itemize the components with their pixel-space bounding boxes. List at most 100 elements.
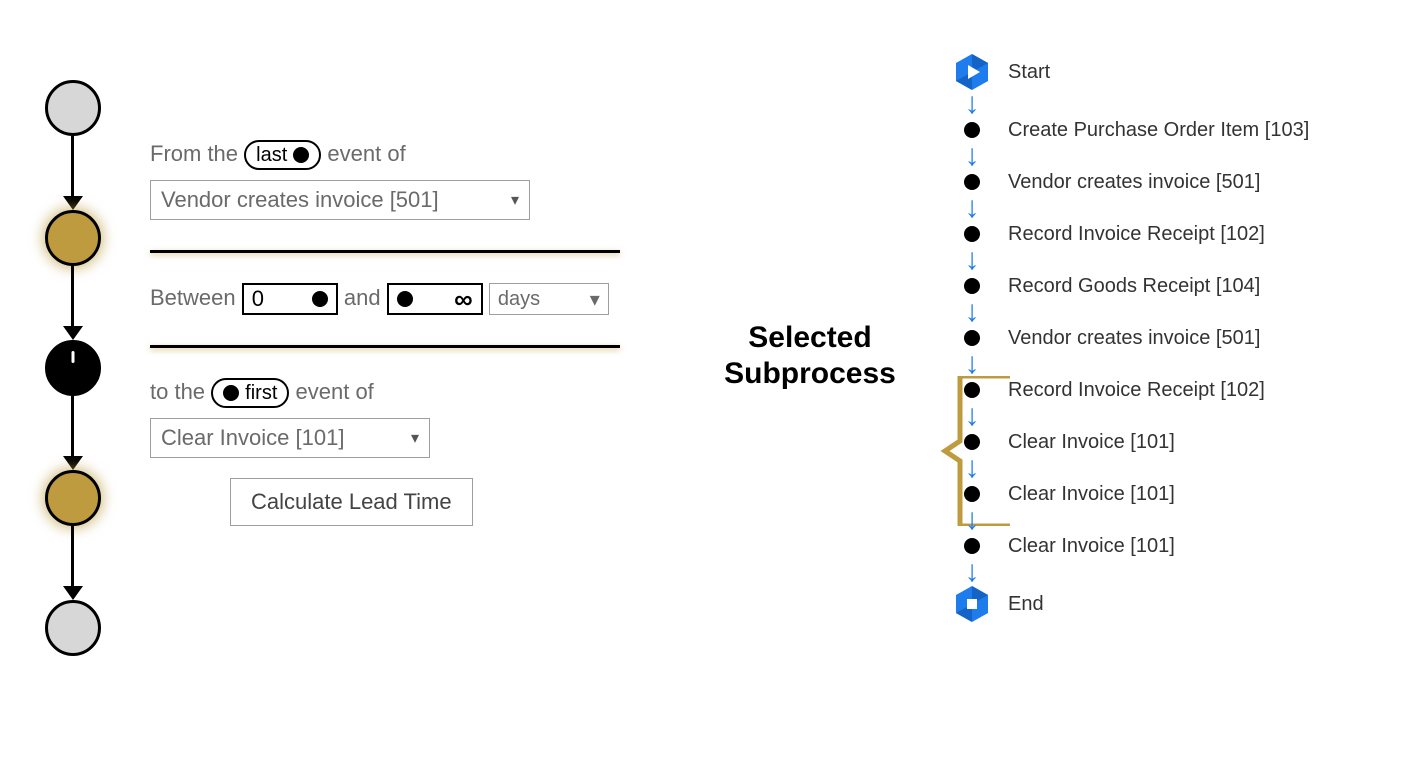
step-bullet-icon — [964, 278, 980, 294]
flow-step: Record Invoice Receipt [102] — [950, 374, 1390, 406]
subprocess-label-line2: Subprocess — [724, 357, 896, 390]
toggle-dot-icon — [293, 147, 309, 163]
from-toggle-pill[interactable]: last — [244, 140, 321, 170]
between-min-value: 0 — [252, 286, 264, 312]
step-bullet-icon — [964, 434, 980, 450]
flow-step: Vendor creates invoice [501] — [950, 322, 1390, 354]
to-event-value: Clear Invoice [101] — [161, 425, 344, 451]
config-form: From the last event of Vendor creates in… — [150, 140, 620, 536]
divider — [150, 250, 620, 253]
flow-step-label: Clear Invoice [101] — [1008, 483, 1175, 506]
flow-end-label: End — [1008, 593, 1044, 616]
between-prefix: Between — [150, 285, 236, 310]
arrowhead-icon — [63, 326, 83, 340]
flow-start: Start — [950, 50, 1390, 94]
step-bullet-icon — [964, 122, 980, 138]
down-arrow-icon: ↓ — [965, 146, 980, 166]
subprocess-label-line1: Selected — [748, 321, 871, 354]
flow-step-label: Record Invoice Receipt [102] — [1008, 379, 1265, 402]
mini-node-1 — [45, 80, 101, 136]
flow-step: Vendor creates invoice [501] — [950, 166, 1390, 198]
flow-step: Record Invoice Receipt [102] — [950, 218, 1390, 250]
end-icon — [952, 584, 992, 624]
unit-select[interactable]: days ▾ — [489, 283, 609, 315]
mini-node-4 — [45, 470, 101, 526]
mini-edge — [71, 526, 74, 586]
step-bullet-icon — [964, 486, 980, 502]
chevron-down-icon: ▾ — [511, 190, 519, 210]
flow-arrow: ↓ — [950, 354, 1390, 374]
down-arrow-icon: ↓ — [965, 406, 980, 426]
flow-arrow: ↓ — [950, 146, 1390, 166]
to-pill-label: first — [245, 382, 277, 405]
mini-edge — [71, 396, 74, 456]
flow-arrow: ↓ — [950, 250, 1390, 270]
between-and: and — [344, 285, 381, 310]
arrowhead-icon — [63, 196, 83, 210]
down-arrow-icon: ↓ — [965, 94, 980, 114]
flow-arrow: ↓ — [950, 510, 1390, 530]
mini-edge — [71, 136, 74, 196]
flow-step-label: Create Purchase Order Item [103] — [1008, 119, 1309, 142]
flow-end: End — [950, 582, 1390, 626]
flow-step: Clear Invoice [101] — [950, 478, 1390, 510]
down-arrow-icon: ↓ — [965, 562, 980, 582]
mini-flow — [45, 80, 105, 660]
flow-step-label: Record Goods Receipt [104] — [1008, 275, 1260, 298]
from-prefix: From the — [150, 141, 238, 166]
down-arrow-icon: ↓ — [965, 510, 980, 530]
from-event-value: Vendor creates invoice [501] — [161, 187, 439, 213]
toggle-dot-icon — [223, 385, 239, 401]
from-suffix: event of — [327, 141, 405, 166]
down-arrow-icon: ↓ — [965, 354, 980, 374]
mini-node-2 — [45, 210, 101, 266]
down-arrow-icon: ↓ — [965, 302, 980, 322]
subprocess-label: Selected Subprocess — [700, 320, 920, 392]
from-pill-label: last — [256, 144, 287, 167]
to-event-select[interactable]: Clear Invoice [101] ▾ — [150, 418, 430, 458]
flow-start-label: Start — [1008, 61, 1050, 84]
down-arrow-icon: ↓ — [965, 458, 980, 478]
toggle-dot-icon — [312, 291, 328, 307]
flow-arrow: ↓ — [950, 406, 1390, 426]
from-event-select[interactable]: Vendor creates invoice [501] ▾ — [150, 180, 530, 220]
between-max-value: ∞ — [454, 284, 473, 315]
start-icon — [952, 52, 992, 92]
step-bullet-icon — [964, 226, 980, 242]
between-min-input[interactable]: 0 — [242, 283, 338, 315]
step-bullet-icon — [964, 174, 980, 190]
flow-step: Record Goods Receipt [104] — [950, 270, 1390, 302]
flow-step-label: Vendor creates invoice [501] — [1008, 327, 1260, 350]
flow-step: Clear Invoice [101] — [950, 530, 1390, 562]
arrowhead-icon — [63, 586, 83, 600]
toggle-dot-icon — [397, 291, 413, 307]
flow-step-label: Vendor creates invoice [501] — [1008, 171, 1260, 194]
step-bullet-icon — [964, 330, 980, 346]
down-arrow-icon: ↓ — [965, 198, 980, 218]
calculate-button[interactable]: Calculate Lead Time — [230, 478, 473, 526]
process-flow: Start ↓ Create Purchase Order Item [103] ↓… — [950, 50, 1390, 626]
flow-step-label: Clear Invoice [101] — [1008, 431, 1175, 454]
arrowhead-icon — [63, 456, 83, 470]
mini-node-5 — [45, 600, 101, 656]
mini-edge — [71, 266, 74, 326]
flow-arrow: ↓ — [950, 562, 1390, 582]
from-row: From the last event of — [150, 140, 620, 170]
to-row: to the first event of — [150, 378, 620, 408]
divider — [150, 345, 620, 348]
between-max-input[interactable]: ∞ — [387, 283, 483, 315]
unit-value: days — [498, 288, 540, 311]
chevron-down-icon: ▾ — [411, 428, 419, 448]
flow-arrow: ↓ — [950, 458, 1390, 478]
flow-arrow: ↓ — [950, 198, 1390, 218]
down-arrow-icon: ↓ — [965, 250, 980, 270]
step-bullet-icon — [964, 382, 980, 398]
flow-arrow: ↓ — [950, 94, 1390, 114]
flow-step: Clear Invoice [101] — [950, 426, 1390, 458]
step-bullet-icon — [964, 538, 980, 554]
to-suffix: event of — [296, 379, 374, 404]
flow-step-label: Clear Invoice [101] — [1008, 535, 1175, 558]
between-row: Between 0 and ∞ days ▾ — [150, 283, 620, 315]
chevron-down-icon: ▾ — [590, 287, 600, 312]
to-toggle-pill[interactable]: first — [211, 378, 289, 408]
